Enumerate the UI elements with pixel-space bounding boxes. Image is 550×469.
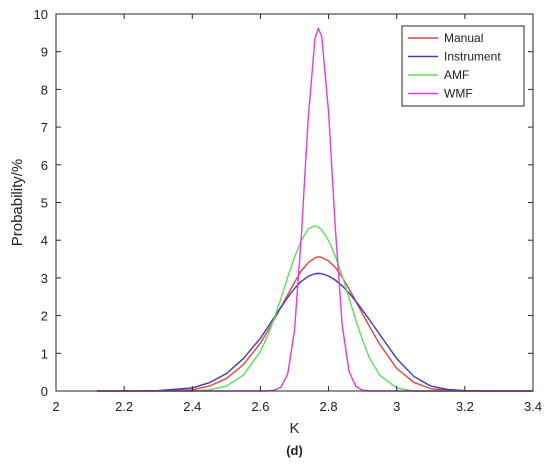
y-tick-label: 4 [41, 233, 48, 248]
y-tick-label: 1 [41, 346, 48, 361]
y-axis-title: Probability/% [9, 159, 26, 247]
x-tick-label: 3 [393, 399, 400, 414]
series-line-manual [96, 256, 533, 392]
y-tick-label: 8 [41, 82, 48, 97]
x-tick-label: 2.2 [115, 399, 133, 414]
x-tick-label: 2 [52, 399, 59, 414]
legend-label-amf: AMF [444, 68, 469, 82]
legend-label-manual: Manual [444, 31, 483, 45]
legend: Manual Instrument AMF WMF [401, 25, 525, 107]
x-tick-label: 2.8 [320, 399, 338, 414]
y-tick-label: 9 [41, 45, 48, 60]
y-tick-label: 3 [41, 271, 48, 286]
legend-label-instrument: Instrument [444, 50, 501, 64]
legend-box [401, 25, 525, 107]
y-tick-label: 7 [41, 120, 48, 135]
x-axis-ticks: 2 2.2 2.4 2.6 2.8 3 3.2 3.4 [52, 14, 542, 414]
x-tick-label: 3.2 [456, 399, 474, 414]
x-tick-label: 2.4 [183, 399, 201, 414]
y-tick-label: 2 [41, 309, 48, 324]
series-line-instrument [96, 272, 533, 392]
x-tick-label: 3.4 [524, 399, 542, 414]
y-tick-label: 5 [41, 196, 48, 211]
y-axis-ticks: 0 1 2 3 4 5 6 7 8 9 10 [34, 7, 533, 399]
x-axis-title: K [289, 420, 299, 437]
y-tick-label: 0 [41, 384, 48, 399]
y-tick-label: 10 [34, 7, 48, 22]
legend-label-wmf: WMF [444, 87, 473, 101]
figure-caption: (d) [286, 443, 303, 458]
x-tick-label: 2.6 [251, 399, 269, 414]
y-tick-label: 6 [41, 158, 48, 173]
series-line-amf [96, 225, 533, 392]
